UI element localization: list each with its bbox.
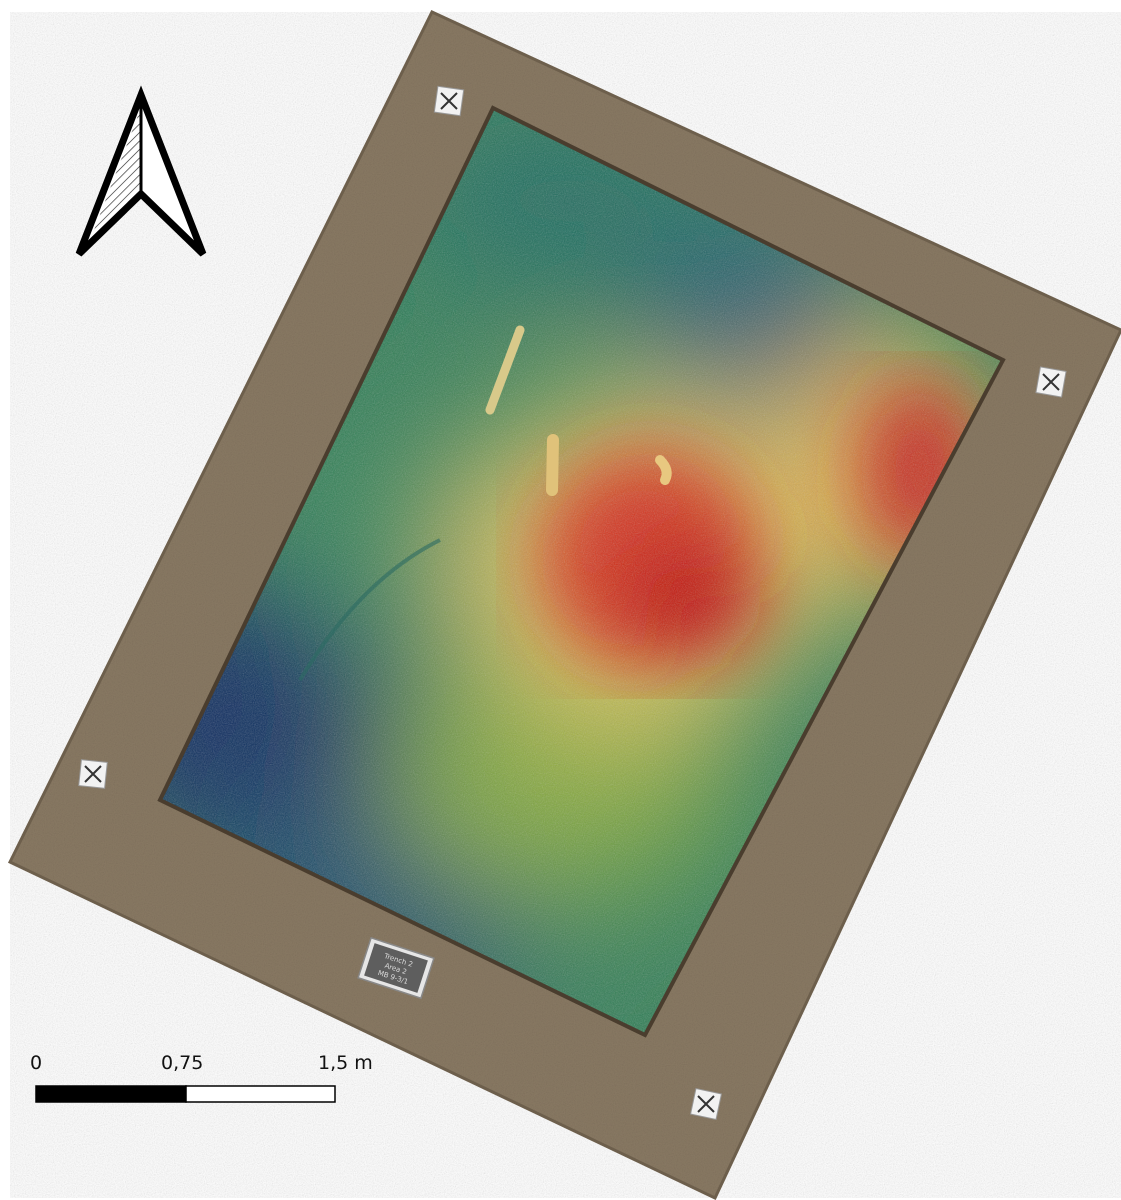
ground-control-point: [689, 1087, 723, 1121]
scale-label-end: 1,5 m: [318, 1052, 373, 1074]
scale-label-mid: 0,75: [161, 1052, 204, 1074]
scale-bar: [35, 1085, 336, 1103]
pit-edge: [157, 105, 1006, 1038]
scale-bar-segment: [35, 1085, 187, 1103]
north-arrow-icon: [75, 85, 207, 257]
scale-bar-segment: [185, 1085, 336, 1103]
site-label-plate: Trench 2 Area 2 MB 9-3/1: [357, 936, 435, 1000]
soil-frame-shade: [7, 10, 1121, 1200]
ground-control-point: [1035, 366, 1067, 398]
scale-label-start: 0: [30, 1052, 43, 1074]
ground-control-point: [433, 85, 465, 117]
ground-control-point: [78, 759, 108, 789]
